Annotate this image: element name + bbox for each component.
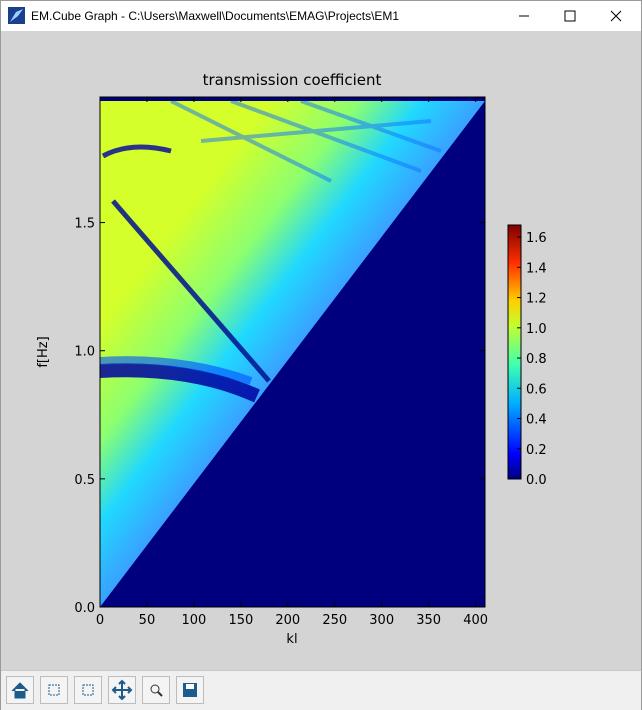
y-tick-label: 0.0 [74,601,95,616]
x-tick-label: 350 [416,613,441,628]
colorbar-tick-label: 0.6 [526,382,547,397]
forward-button[interactable] [74,676,102,704]
heatmap-image [99,97,485,607]
y-tick-label: 1.0 [74,345,95,360]
app-icon [8,7,25,24]
axes-frame [99,96,486,608]
home-button[interactable] [6,676,34,704]
toolbar [1,670,641,710]
colorbar-tick-label: 0.2 [526,443,547,458]
pan-button[interactable] [108,676,136,704]
colorbar-tick-label: 1.0 [526,322,547,337]
zoom-button[interactable] [142,676,170,704]
colorbar-tick-label: 0.0 [526,473,547,488]
title-bar: EM.Cube Graph - C:\Users\Maxwell\Documen… [1,1,641,31]
y-axis-label: f[Hz] [36,336,51,367]
colorbar-tick-label: 1.2 [526,292,547,307]
window-title: EM.Cube Graph - C:\Users\Maxwell\Documen… [31,9,400,23]
window-controls[interactable] [501,1,641,31]
colorbar-tick-label: 0.8 [526,352,547,367]
x-axis-label: kl [286,632,297,647]
colorbar-tick-label: 1.6 [526,231,547,246]
y-tick-label: 1.5 [74,217,95,232]
chart-title: transmission coefficient [203,71,382,89]
x-tick-label: 0 [96,613,104,628]
x-tick-label: 100 [181,613,206,628]
x-tick-label: 200 [275,613,300,628]
save-button[interactable] [176,676,204,704]
x-tick-label: 300 [369,613,394,628]
y-tick-label: 0.5 [74,473,95,488]
back-button[interactable] [40,676,68,704]
x-tick-label: 250 [322,613,347,628]
x-tick-label: 150 [228,613,253,628]
x-tick-label: 50 [139,613,156,628]
x-tick-label: 400 [463,613,488,628]
colorbar-tick-label: 0.4 [526,413,547,428]
colorbar [507,224,522,480]
colorbar-tick-label: 1.4 [526,261,547,276]
figure: transmission coefficient kl f[Hz] 0 50 100… [36,71,547,647]
